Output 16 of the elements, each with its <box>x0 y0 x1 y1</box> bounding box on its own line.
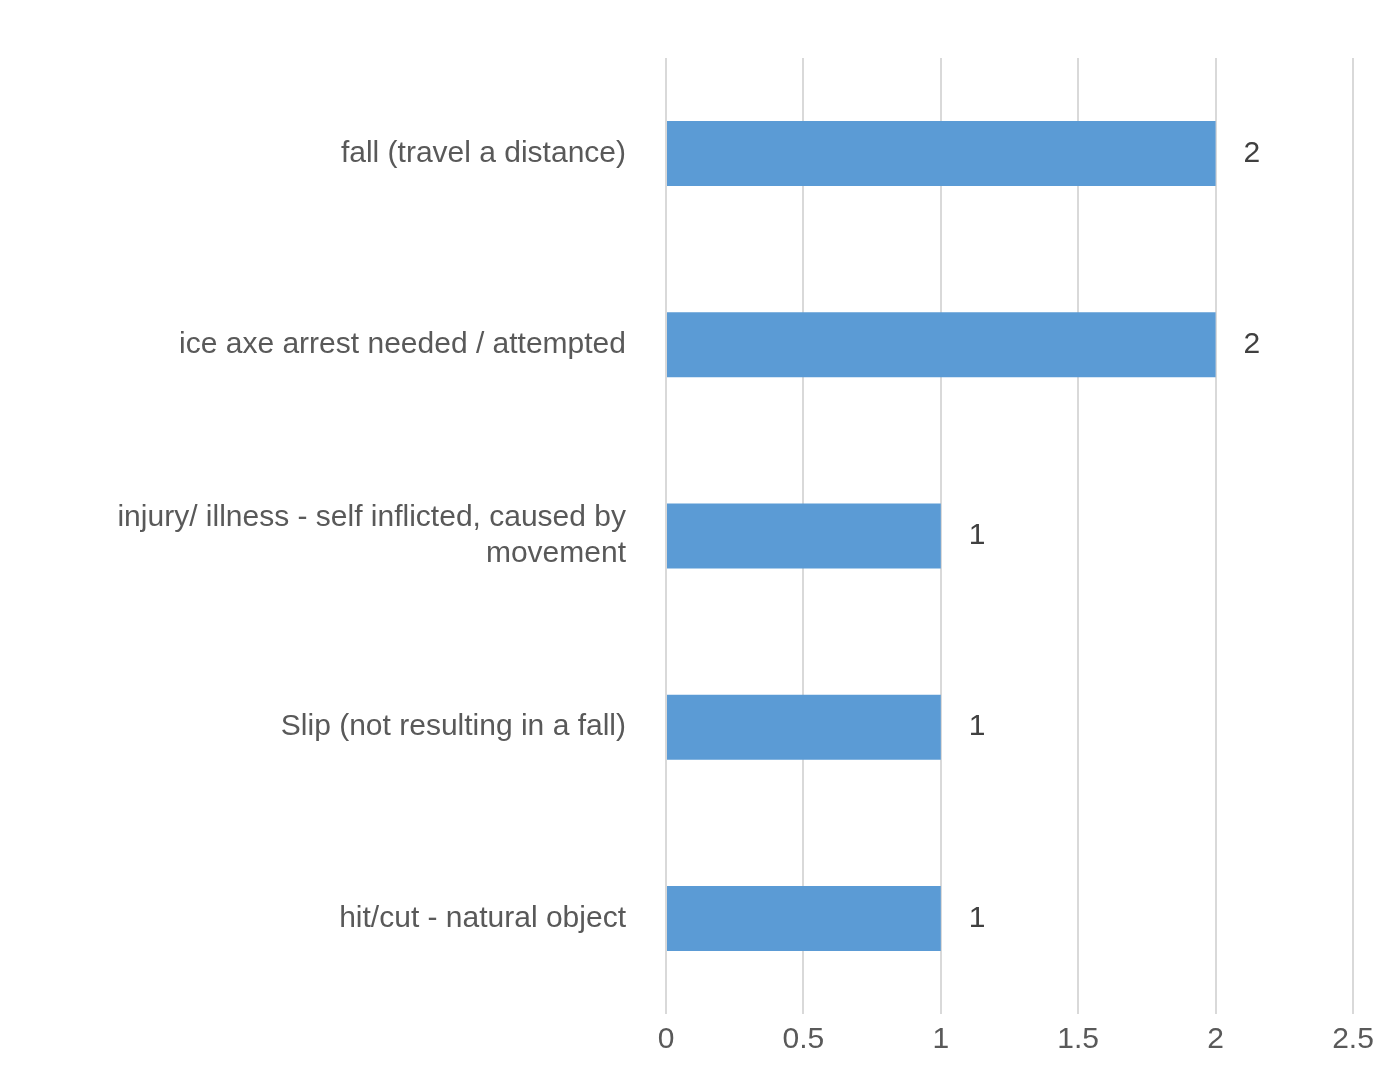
x-tick-label: 0.5 <box>782 1021 825 1055</box>
x-tick-label: 0 <box>657 1021 675 1055</box>
data-label: 2 <box>1243 326 1261 360</box>
x-tick-label: 1 <box>932 1021 950 1055</box>
data-label: 1 <box>968 517 986 551</box>
data-label: 2 <box>1243 134 1261 168</box>
y-tick-label: ice axe arrest needed / attempted <box>179 326 626 360</box>
x-tick-label: 2 <box>1207 1021 1224 1055</box>
data-label: 1 <box>968 899 986 933</box>
data-label: 1 <box>968 708 986 742</box>
y-tick-label: fall (travel a distance) <box>340 134 626 168</box>
x-tick-label: 2.5 <box>1332 1021 1374 1055</box>
y-tick-label: hit/cut - natural object <box>339 899 627 933</box>
y-tick-label: Slip (not resulting in a fall) <box>280 708 626 742</box>
x-tick-label: 1.5 <box>1057 1021 1100 1055</box>
y-tick-label: injury/ illness - self inflicted, caused by movement <box>117 499 627 569</box>
